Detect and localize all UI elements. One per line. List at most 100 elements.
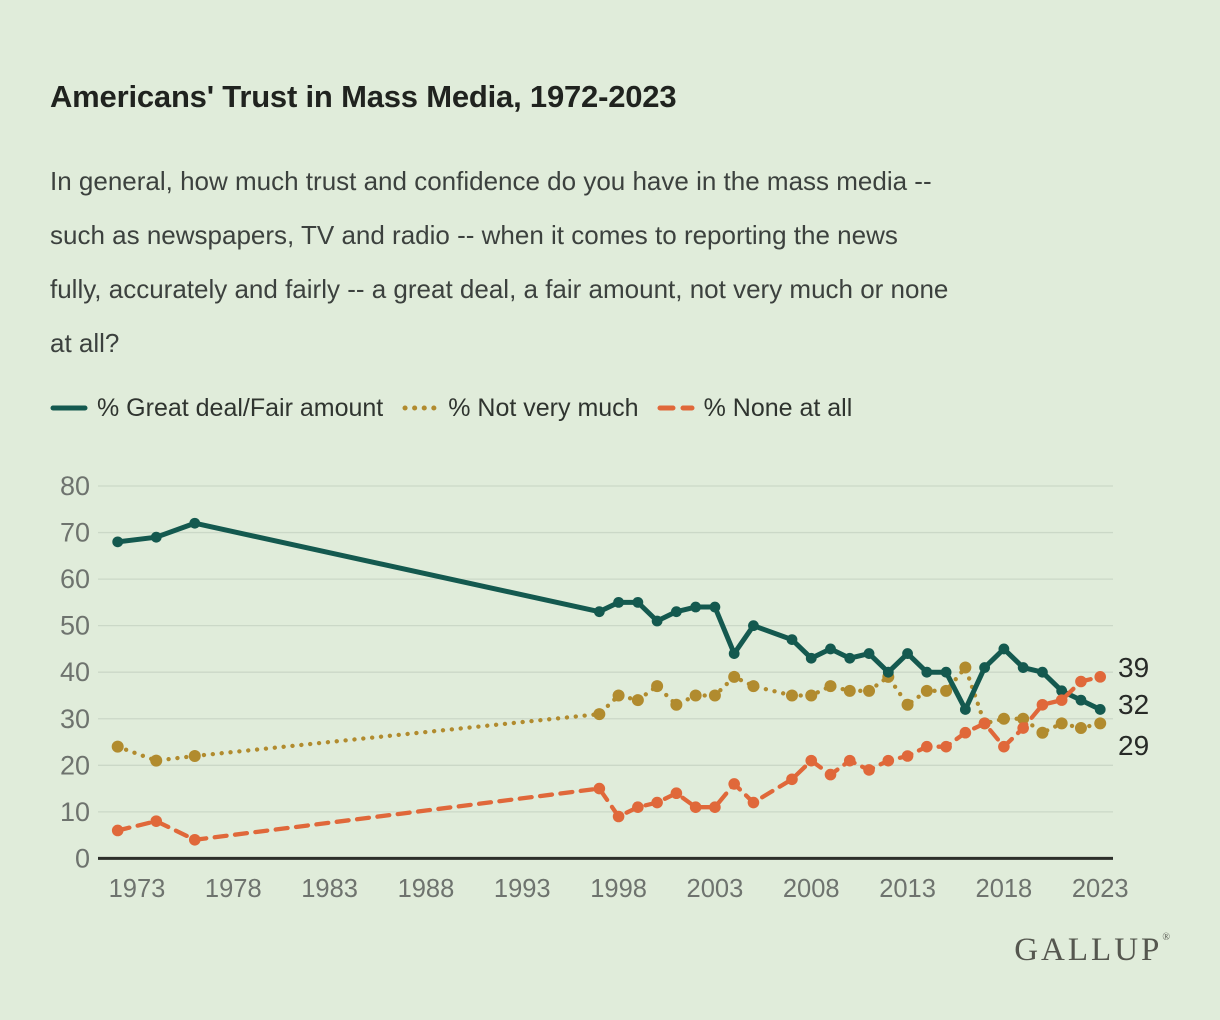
- legend-swatch-dashed-line: [657, 405, 695, 411]
- data-point-not-very-much: [747, 680, 760, 693]
- y-tick-label: 80: [60, 471, 90, 501]
- subtitle-line: fully, accurately and fairly -- a great …: [50, 274, 949, 304]
- data-point-none-at-all: [188, 833, 201, 846]
- x-tick-label: 2023: [1072, 875, 1129, 903]
- x-tick-label: 1978: [205, 875, 262, 903]
- x-tick-label: 2008: [783, 875, 840, 903]
- legend-label: % Great deal/Fair amount: [97, 393, 384, 422]
- data-point-none-at-all: [651, 796, 663, 809]
- end-value-none-at-all: 39: [1118, 652, 1150, 683]
- y-tick-label: 20: [60, 750, 90, 780]
- data-point-none-at-all: [1036, 698, 1049, 711]
- data-point-none-at-all: [612, 810, 625, 823]
- data-point-not-very-much: [824, 680, 837, 693]
- data-point-great-deal-fair-amount: [150, 531, 162, 543]
- data-point-not-very-much: [728, 670, 741, 683]
- data-point-great-deal-fair-amount: [1075, 694, 1087, 706]
- data-point-none-at-all: [689, 801, 702, 813]
- data-point-not-very-much: [940, 684, 953, 697]
- data-point-great-deal-fair-amount: [902, 648, 913, 659]
- data-point-not-very-much: [805, 689, 818, 702]
- x-tick-label: 2003: [687, 875, 744, 903]
- data-point-great-deal-fair-amount: [1094, 704, 1106, 715]
- data-point-none-at-all: [940, 740, 952, 753]
- y-tick-label: 70: [60, 518, 90, 548]
- data-point-none-at-all: [593, 782, 606, 795]
- data-point-not-very-much: [593, 708, 606, 721]
- series-line-great-deal-fair-amount: [115, 520, 1103, 712]
- data-point-none-at-all: [747, 796, 760, 809]
- end-value-not-very-much: 29: [1118, 730, 1150, 761]
- data-point-not-very-much: [1017, 712, 1030, 725]
- y-tick-label: 50: [60, 611, 90, 641]
- subtitle-line: at all?: [50, 328, 120, 358]
- data-point-not-very-much: [670, 698, 683, 711]
- x-tick-label: 2013: [879, 875, 936, 903]
- legend-label: % Not very much: [448, 393, 639, 422]
- x-tick-label: 1983: [301, 875, 358, 903]
- end-value-great-deal-fair-amount: 32: [1118, 689, 1150, 720]
- data-point-great-deal-fair-amount: [1056, 685, 1068, 697]
- data-point-not-very-much: [843, 684, 856, 697]
- data-point-none-at-all: [1094, 671, 1107, 683]
- data-point-not-very-much: [612, 689, 625, 702]
- data-point-not-very-much: [920, 684, 933, 697]
- data-point-great-deal-fair-amount: [786, 634, 798, 646]
- chart-title: Americans' Trust in Mass Media, 1972-202…: [50, 78, 677, 114]
- data-point-great-deal-fair-amount: [805, 652, 817, 664]
- data-point-great-deal-fair-amount: [940, 666, 952, 678]
- x-tick-label: 1988: [398, 875, 455, 903]
- data-point-not-very-much: [708, 689, 721, 702]
- data-point-none-at-all: [632, 801, 644, 813]
- data-point-not-very-much: [1055, 717, 1068, 730]
- data-point-none-at-all: [921, 740, 933, 753]
- data-point-none-at-all: [709, 801, 721, 813]
- registered-trademark-icon: ®: [1162, 932, 1170, 943]
- legend-item-not-very-much: % Not very much: [401, 393, 639, 423]
- data-point-great-deal-fair-amount: [959, 704, 971, 715]
- legend-swatch-solid-line: [50, 405, 88, 411]
- data-point-great-deal-fair-amount: [670, 606, 682, 618]
- data-point-great-deal-fair-amount: [863, 648, 875, 659]
- data-point-great-deal-fair-amount: [651, 615, 663, 627]
- data-point-great-deal-fair-amount: [882, 666, 894, 678]
- data-point-great-deal-fair-amount: [112, 536, 124, 548]
- data-point-none-at-all: [786, 773, 798, 786]
- data-point-great-deal-fair-amount: [593, 606, 605, 618]
- y-tick-label: 60: [60, 564, 90, 594]
- data-point-great-deal-fair-amount: [979, 662, 991, 673]
- data-point-none-at-all: [1017, 722, 1029, 734]
- data-point-great-deal-fair-amount: [632, 596, 644, 608]
- data-point-not-very-much: [631, 694, 644, 707]
- y-tick-label: 10: [60, 797, 90, 827]
- subtitle-line: In general, how much trust and confidenc…: [50, 166, 932, 196]
- data-point-not-very-much: [689, 689, 702, 702]
- y-tick-label: 40: [60, 657, 90, 687]
- data-point-not-very-much: [150, 754, 163, 767]
- data-point-great-deal-fair-amount: [748, 620, 759, 632]
- data-point-none-at-all: [728, 778, 740, 790]
- data-point-not-very-much: [863, 684, 876, 697]
- data-point-none-at-all: [843, 754, 856, 767]
- data-point-great-deal-fair-amount: [189, 517, 201, 529]
- data-point-none-at-all: [824, 768, 837, 781]
- data-point-none-at-all: [863, 764, 875, 776]
- trend-line-chart: 0 10 20 30 40 50 60 70 80 1973 1978 1983 1988 1993 199…: [60, 471, 1129, 903]
- data-point-none-at-all: [882, 754, 895, 767]
- data-point-none-at-all: [998, 740, 1010, 753]
- x-tick-label: 1993: [494, 875, 551, 903]
- x-tick-label: 1998: [590, 875, 647, 903]
- data-point-not-very-much: [959, 661, 972, 674]
- data-point-not-very-much: [997, 712, 1010, 725]
- data-point-none-at-all: [1075, 675, 1087, 688]
- data-point-not-very-much: [651, 680, 664, 693]
- data-point-none-at-all: [901, 750, 914, 762]
- chart-subtitle: In general, how much trust and confidenc…: [50, 154, 1190, 370]
- legend-item-great-deal-fair-amount: % Great deal/Fair amount: [50, 394, 383, 423]
- data-point-great-deal-fair-amount: [1017, 662, 1029, 673]
- data-point-not-very-much: [1036, 726, 1049, 739]
- data-point-great-deal-fair-amount: [1037, 666, 1048, 678]
- gallup-logo: GALLUP®: [1014, 932, 1170, 968]
- data-point-not-very-much: [1094, 717, 1107, 730]
- data-point-great-deal-fair-amount: [825, 643, 836, 655]
